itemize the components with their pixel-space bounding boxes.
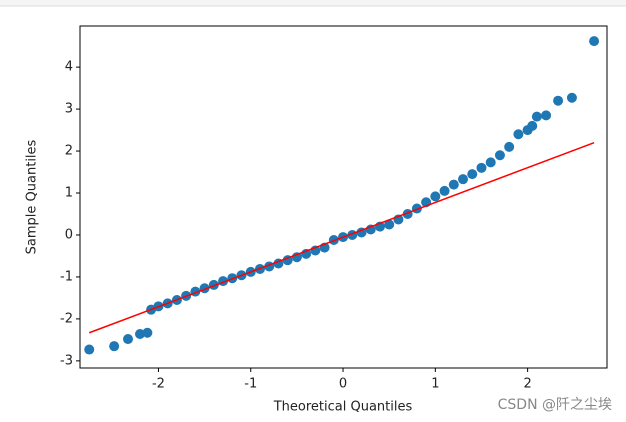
x-tick-label: -2 (152, 377, 165, 392)
point (384, 219, 395, 230)
point (122, 334, 133, 345)
y-tick-label: 1 (65, 186, 73, 201)
watermark: CSDN @阡之尘埃 (498, 397, 612, 413)
point (142, 327, 153, 338)
y-tick-label: 3 (65, 102, 73, 117)
point (589, 36, 600, 47)
plot-area (79, 25, 608, 369)
y-tick-label: 4 (65, 60, 73, 75)
point (84, 344, 95, 355)
y-axis-label: Sample Quantiles (25, 139, 40, 254)
point (134, 329, 145, 340)
y-tick-label: -1 (60, 269, 73, 284)
point (494, 150, 505, 161)
x-tick-label: -1 (244, 377, 257, 392)
point (527, 120, 538, 131)
frame-top (0, 0, 626, 6)
point (504, 141, 515, 152)
point (566, 92, 577, 103)
y-tick-label: 2 (65, 144, 73, 159)
x-tick-label: 2 (523, 377, 531, 392)
reference-line (88, 141, 595, 334)
y-tick-label: 0 (65, 227, 73, 242)
point (513, 129, 524, 140)
point (458, 174, 469, 185)
point (485, 157, 496, 168)
y-tick-label: -2 (60, 311, 73, 326)
x-axis-label: Theoretical Quantiles (273, 400, 413, 415)
point (541, 110, 552, 121)
point (553, 95, 564, 106)
x-tick-label: 0 (339, 377, 347, 392)
point (430, 191, 441, 202)
point (531, 111, 542, 122)
x-tick-label: 1 (431, 377, 439, 392)
point (448, 179, 459, 190)
y-tick-label: -3 (60, 353, 73, 368)
point (109, 341, 120, 352)
point (467, 169, 478, 180)
point (476, 162, 487, 173)
point (439, 185, 450, 196)
